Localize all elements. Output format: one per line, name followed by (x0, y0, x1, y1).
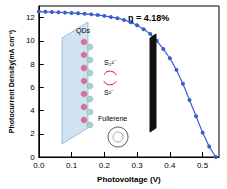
svg-text:8: 8 (30, 60, 35, 69)
svg-text:2: 2 (30, 129, 35, 138)
svg-text:12: 12 (26, 13, 35, 22)
svg-text:0.3: 0.3 (132, 161, 144, 170)
svg-text:η = 4.18%: η = 4.18% (128, 13, 169, 23)
svg-text:0.1: 0.1 (66, 161, 78, 170)
svg-text:0.2: 0.2 (99, 161, 111, 170)
svg-text:0.0: 0.0 (33, 161, 45, 170)
svg-text:Photovoltage (V): Photovoltage (V) (97, 175, 161, 184)
svg-text:QDs: QDs (76, 27, 91, 35)
svg-text:0.4: 0.4 (164, 161, 176, 170)
svg-text:S₂²⁻: S₂²⁻ (104, 59, 117, 66)
svg-text:4: 4 (30, 106, 35, 115)
svg-text:Photocurrent Density(mA cm⁻²): Photocurrent Density(mA cm⁻²) (8, 30, 16, 133)
svg-text:Fullerene: Fullerene (98, 115, 127, 122)
svg-text:0: 0 (30, 152, 35, 162)
svg-text:S²⁻: S²⁻ (104, 89, 114, 96)
svg-text:10: 10 (26, 36, 35, 45)
svg-text:6: 6 (30, 83, 35, 92)
svg-text:0.5: 0.5 (197, 161, 209, 170)
